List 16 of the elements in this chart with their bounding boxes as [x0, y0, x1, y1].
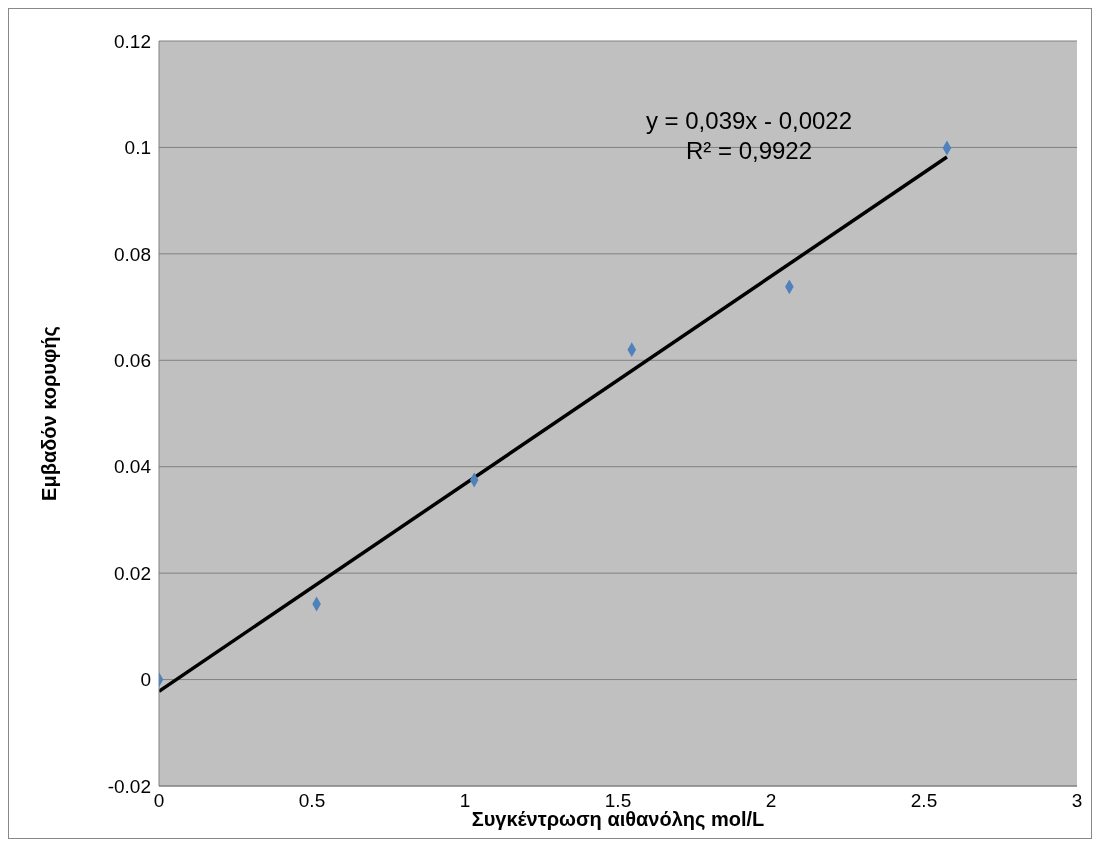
y-tick-label: 0.02 — [114, 562, 151, 584]
x-tick-label: 2.5 — [910, 790, 938, 812]
x-tick-label: 3 — [1071, 790, 1083, 812]
y-tick-label: 0.04 — [114, 456, 152, 478]
y-axis-title: Εμβαδόν κορυφής — [38, 326, 61, 501]
y-tick-label: 0.06 — [114, 350, 151, 372]
y-tick-label: -0.02 — [107, 775, 151, 797]
y-tick-label: 0.1 — [124, 137, 151, 159]
annotation: R² = 0,9922 — [684, 136, 814, 166]
y-tick-label: 0.12 — [114, 30, 151, 52]
y-tick-label: 0 — [140, 669, 151, 691]
x-tick-label: 1 — [459, 790, 471, 812]
x-tick-label: 0.5 — [298, 790, 326, 812]
y-tick-label: 0.08 — [114, 243, 151, 265]
x-tick-label: 2 — [765, 790, 777, 812]
annotation: y = 0,039x - 0,0022 — [644, 106, 854, 136]
